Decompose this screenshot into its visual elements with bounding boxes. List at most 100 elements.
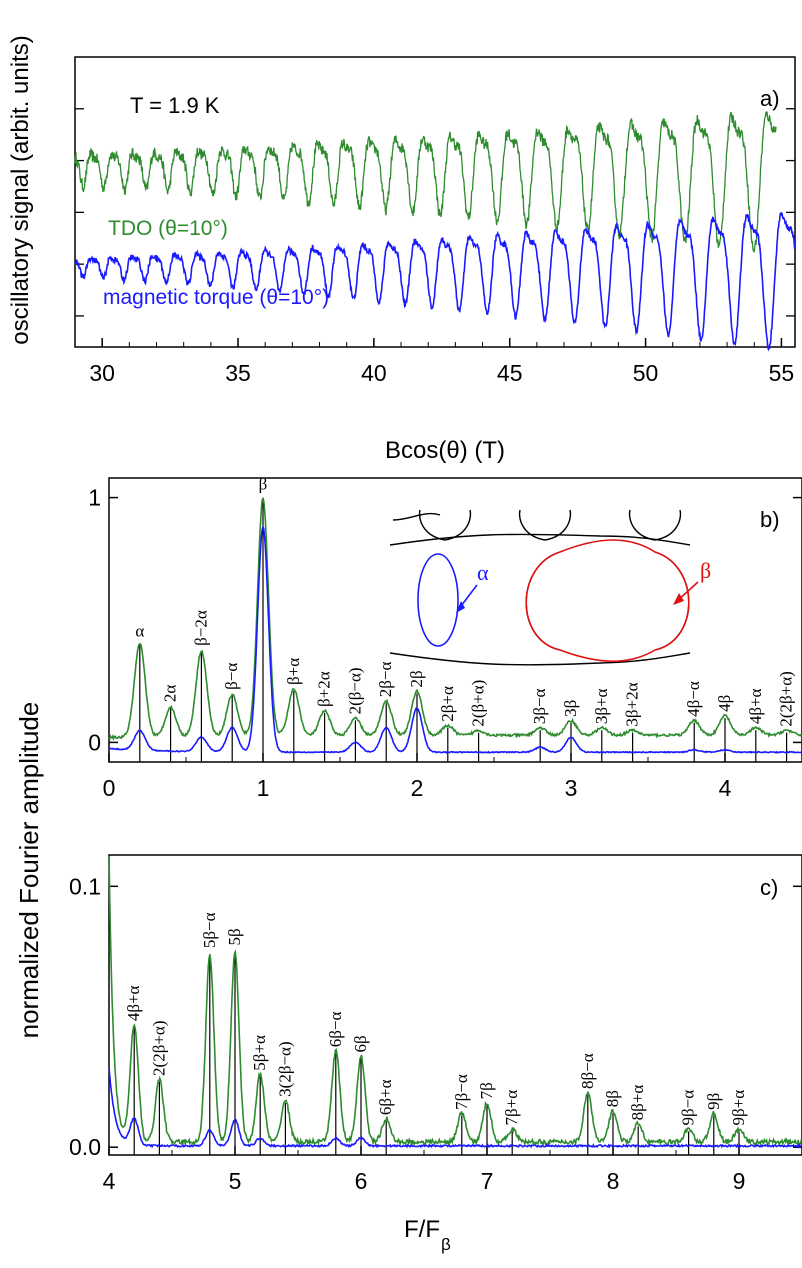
peak-label: 8β+α (628, 1085, 647, 1121)
panel-b-frame (108, 477, 802, 763)
panel-a-frame (74, 56, 796, 348)
panel-b-label: b) (760, 507, 780, 532)
peak-label: 2α (161, 685, 180, 703)
xtick-label: 2 (411, 775, 424, 801)
beta-label: β (700, 558, 711, 583)
peak-label: β+2α (315, 671, 334, 707)
panel-c-frame (108, 854, 802, 1156)
inset-lower-boundary (389, 652, 691, 666)
fourier-line (108, 496, 802, 741)
panel-a-xtick-label: 30 (89, 360, 115, 386)
panel-a: 30 35 40 45 50 55 T = 1.9 K a) TDO (θ=10°) ma… (7, 35, 796, 464)
panel-c-lines (108, 856, 802, 1149)
panel-a-xtick-label: 35 (225, 360, 251, 386)
xtick-label: 8 (607, 1168, 620, 1194)
panel-a-ylabel: oscillatory signal (arbit. units) (7, 35, 34, 344)
peak-label: 6β (351, 1035, 370, 1052)
peak-label: 6β+α (376, 1079, 395, 1115)
peak-label: 4β (715, 695, 734, 712)
panel-a-lines (74, 111, 796, 352)
beta-orbit (525, 539, 690, 662)
fermi-surface-inset: α β (389, 509, 711, 666)
ytick-label: 0.0 (69, 1134, 101, 1160)
inset-beta-left-arc (525, 551, 561, 651)
peak-label: 7β−α (452, 1074, 471, 1110)
inset-arc-1 (418, 509, 472, 541)
xtick-label: 1 (257, 775, 270, 801)
peak-label: 3β+α (592, 688, 611, 724)
peak-label: 6β−α (326, 1012, 345, 1048)
xtick-label: 9 (733, 1168, 746, 1194)
peak-label: β (259, 475, 268, 494)
panel-c: 4 5 6 7 8 9 0.0 0.1 4β+α 2(2β+α) 5β−α 5β 5β+α 3(2β−α… (69, 854, 802, 1254)
peak-label: 8β−α (578, 1053, 597, 1089)
peak-label: 5β+α (250, 1035, 269, 1071)
panel-b: 0 1 2 3 4 0 1 α 2α β−2α β−α β β+α β+2α 2(β−α) 2β−α 2β 2β… (88, 475, 802, 801)
alpha-orbit (417, 553, 459, 647)
panel-a-series-line (74, 211, 796, 352)
tdo-series-label: TDO (θ=10°) (108, 217, 228, 240)
fourier-line (108, 856, 802, 1148)
peak-label: 2(2β+α) (149, 1020, 168, 1075)
peak-label: 3β+2α (623, 682, 642, 726)
peak-label: 2(2β+α) (777, 671, 796, 726)
alpha-arrowhead (456, 601, 465, 613)
peak-label: 9β−α (679, 1090, 698, 1126)
peak-label: 7β+α (502, 1090, 521, 1126)
ytick-label: 1 (88, 485, 101, 511)
ytick-label: 0 (88, 729, 101, 755)
xtick-label: 5 (229, 1168, 242, 1194)
peak-label: 8β (603, 1090, 622, 1107)
panel-c-xlabel-subscript: β (441, 1235, 451, 1254)
panel-a-series-line (74, 111, 777, 253)
xtick-label: 4 (719, 775, 732, 801)
peak-label: 4β−α (684, 681, 703, 717)
peak-label: 2(β−α) (345, 667, 364, 714)
peak-label: 4β+α (124, 985, 143, 1021)
fourier-ylabel: normalized Fourier amplitude (14, 702, 44, 1039)
inset-arc-2 (518, 509, 572, 541)
peak-label: 3β−α (530, 688, 549, 724)
peak-label: 5β−α (200, 912, 219, 948)
alpha-label: α (477, 560, 489, 585)
peak-label: 2β−α (376, 662, 395, 698)
peak-label: α (135, 621, 144, 640)
fourier-line (108, 1067, 802, 1149)
peak-label: 3β (561, 700, 580, 717)
xtick-label: 3 (565, 775, 578, 801)
panel-c-xlabel: F/F (404, 1216, 440, 1243)
peak-label: 3(2β−α) (275, 1041, 294, 1096)
peak-label: β+α (284, 658, 303, 685)
temperature-label: T = 1.9 K (130, 93, 220, 118)
panel-c-droplines (133, 951, 740, 1155)
ytick-label: 0.1 (69, 873, 101, 899)
xtick-label: 7 (481, 1168, 494, 1194)
torque-series-label: magnetic torque (θ=10°) (103, 286, 329, 309)
panel-a-xtick-label: 45 (497, 360, 523, 386)
peak-label: 9β (704, 1093, 723, 1110)
panel-a-xlabel: Bcos(θ) (T) (385, 437, 505, 464)
panel-a-xtick-label: 50 (633, 360, 659, 386)
peak-label: 2(β+α) (469, 680, 488, 727)
beta-arrowhead (673, 593, 684, 605)
inset-top-curve (392, 512, 441, 521)
peak-label: 2β+α (438, 686, 457, 722)
peak-label: 4β+α (746, 688, 765, 724)
panel-b-lines (108, 496, 802, 754)
panel-b-droplines (139, 497, 788, 762)
panel-a-ticks: 30 35 40 45 50 55 (74, 108, 795, 386)
peak-label: 7β (477, 1082, 496, 1099)
peak-label: β−2α (191, 610, 210, 646)
xtick-label: 4 (103, 1168, 116, 1194)
inset-upper-boundary (389, 533, 691, 546)
panel-b-ticks: 0 1 2 3 4 0 1 (88, 485, 802, 801)
panel-a-xtick-label: 40 (361, 360, 387, 386)
inset-arc-3 (628, 509, 682, 541)
peak-label: 9β+α (729, 1090, 748, 1126)
panel-a-xtick-label: 55 (769, 360, 795, 386)
fourier-line (108, 524, 802, 754)
peak-label: β−α (222, 663, 241, 690)
panel-c-peak-labels: 4β+α 2(2β+α) 5β−α 5β 5β+α 3(2β−α) 6β−α 6β 6β+α 7β… (124, 912, 748, 1125)
panel-c-label: c) (760, 875, 778, 900)
